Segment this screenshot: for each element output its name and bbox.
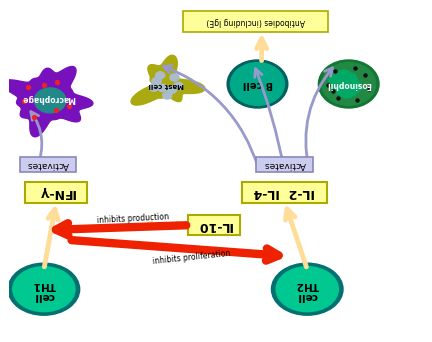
Circle shape — [163, 92, 172, 99]
Ellipse shape — [231, 63, 284, 105]
Polygon shape — [35, 88, 66, 113]
Text: inhibits proliferation: inhibits proliferation — [152, 248, 231, 266]
Text: cell: cell — [34, 291, 54, 301]
FancyBboxPatch shape — [25, 182, 87, 203]
Circle shape — [149, 84, 158, 91]
Text: inhibits production: inhibits production — [97, 212, 169, 225]
Polygon shape — [328, 70, 363, 98]
Ellipse shape — [227, 60, 288, 108]
Ellipse shape — [13, 267, 75, 312]
Circle shape — [174, 82, 183, 90]
Text: Antibodies (including IgE): Antibodies (including IgE) — [206, 17, 305, 26]
Text: cell: cell — [297, 291, 318, 301]
Circle shape — [152, 78, 161, 85]
Circle shape — [167, 86, 176, 93]
Text: TH1: TH1 — [32, 280, 56, 290]
Text: Macrophage: Macrophage — [21, 94, 75, 103]
FancyBboxPatch shape — [188, 215, 240, 235]
Ellipse shape — [322, 63, 376, 105]
Ellipse shape — [318, 60, 379, 108]
FancyBboxPatch shape — [242, 182, 327, 203]
Text: Activates: Activates — [27, 160, 69, 169]
FancyBboxPatch shape — [20, 157, 76, 172]
Circle shape — [156, 72, 165, 79]
Text: IFN-γ: IFN-γ — [38, 186, 75, 199]
Polygon shape — [1, 66, 93, 137]
Circle shape — [158, 84, 167, 92]
Polygon shape — [131, 55, 205, 105]
Text: Mast cell: Mast cell — [149, 82, 184, 88]
Ellipse shape — [276, 267, 338, 312]
Ellipse shape — [271, 263, 343, 315]
Circle shape — [170, 74, 179, 81]
Text: IL-10: IL-10 — [197, 219, 232, 232]
Ellipse shape — [8, 263, 79, 315]
Text: IL-2  IL-4: IL-2 IL-4 — [254, 186, 315, 199]
Text: Eosinophil: Eosinophil — [326, 80, 371, 89]
Text: B cell: B cell — [242, 79, 273, 89]
Text: TH2: TH2 — [295, 280, 319, 290]
FancyBboxPatch shape — [183, 11, 328, 32]
FancyBboxPatch shape — [256, 157, 313, 172]
Text: Activates: Activates — [264, 160, 305, 169]
